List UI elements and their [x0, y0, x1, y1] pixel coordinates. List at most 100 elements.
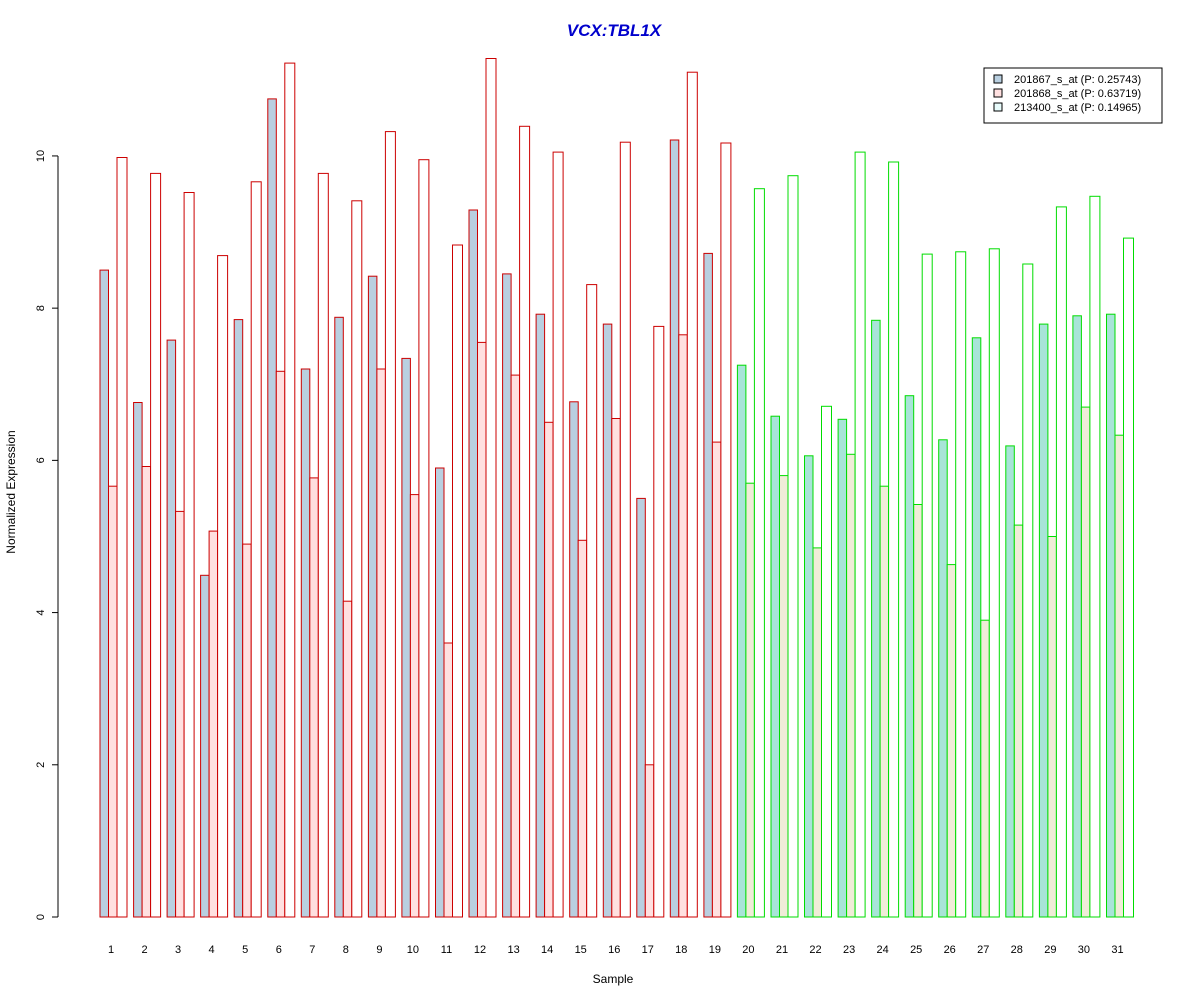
bar [577, 539, 588, 918]
bar [988, 248, 1000, 918]
bar [854, 151, 866, 918]
bars [99, 58, 1134, 918]
y-tick-label: 8 [35, 305, 47, 311]
x-tick-label: 11 [441, 944, 452, 956]
x-tick-label: 24 [876, 944, 888, 956]
bar [217, 255, 229, 918]
x-tick-label: 19 [709, 944, 721, 956]
bar [779, 475, 789, 918]
bar [334, 316, 344, 918]
chart-title: VCX:TBL1X [567, 21, 663, 40]
bar [108, 485, 118, 918]
bar [342, 600, 353, 918]
bar [619, 141, 631, 918]
bar [376, 368, 386, 918]
bar [99, 269, 109, 918]
x-tick-label: 20 [742, 944, 754, 956]
legend-box [983, 67, 1163, 124]
bar [116, 157, 128, 918]
bar [720, 142, 732, 918]
bar [711, 441, 722, 918]
bar [317, 172, 329, 918]
y-tick-label: 4 [35, 610, 47, 616]
y-tick-label: 2 [35, 762, 47, 768]
bar [477, 341, 487, 918]
legend-swatch [993, 88, 1003, 98]
bar [1038, 323, 1049, 918]
bar [1114, 434, 1124, 918]
x-tick-label: 5 [242, 944, 248, 956]
legend-swatch [993, 102, 1003, 112]
x-tick-label: 18 [675, 944, 687, 956]
bar [150, 172, 162, 918]
bar [367, 275, 378, 918]
x-tick-labels: 1 2 3 4 5 6 7 8 9 10 11 12 13 14 15 16 17 18 19 20 21 22 23 24 2… [108, 944, 1124, 956]
bar [351, 200, 363, 918]
bar [250, 181, 262, 918]
x-tick-label: 13 [507, 944, 519, 956]
x-tick-label: 9 [376, 944, 382, 956]
bar [452, 244, 463, 918]
legend: 201867_s_at (P: 0.25743) 201868_s_at (P: … [983, 67, 1163, 124]
legend-swatch [993, 74, 1003, 84]
bar [242, 543, 252, 918]
bar [879, 485, 890, 918]
x-tick-label: 17 [642, 944, 654, 956]
bar [175, 510, 185, 918]
bar [183, 192, 195, 918]
bar [686, 71, 698, 918]
bar [485, 58, 497, 918]
bar [133, 402, 143, 918]
x-tick-label: 29 [1044, 944, 1056, 956]
bar [309, 477, 319, 918]
bar [208, 530, 219, 918]
bar [502, 273, 512, 918]
bar [636, 497, 646, 918]
bar [837, 418, 848, 918]
bar [552, 151, 564, 918]
legend-entry: 201868_s_at (P: 0.63719) [1014, 88, 1141, 100]
x-tick-label: 21 [776, 944, 788, 956]
y-tick-label: 6 [35, 457, 47, 463]
bar [519, 125, 531, 918]
x-tick-label: 28 [1011, 944, 1023, 956]
bar [1123, 237, 1134, 918]
bar [736, 364, 747, 918]
bar [678, 334, 688, 918]
bar [602, 323, 613, 918]
legend-entry: 213400_s_at (P: 0.14965) [1014, 102, 1141, 114]
bar [971, 337, 982, 918]
bar [1055, 206, 1067, 918]
bar [435, 467, 445, 918]
bar [787, 175, 799, 918]
bar [946, 564, 957, 918]
x-tick-label: 3 [175, 944, 181, 956]
x-tick-label: 15 [575, 944, 587, 956]
bar [1005, 445, 1015, 918]
x-tick-label: 12 [474, 944, 486, 956]
bar [1106, 313, 1116, 918]
bar [871, 319, 881, 918]
x-tick-label: 26 [944, 944, 956, 956]
bar [812, 547, 822, 918]
x-tick-label: 27 [977, 944, 989, 956]
bar [846, 453, 856, 918]
bar [284, 62, 296, 918]
bar [535, 313, 546, 918]
bar [753, 188, 765, 918]
x-tick-label: 22 [809, 944, 821, 956]
bar [1080, 406, 1091, 918]
bar [1013, 524, 1024, 918]
bar [468, 209, 478, 918]
y-tick-label: 0 [35, 914, 47, 920]
x-tick-label: 7 [309, 944, 315, 956]
bar [586, 284, 598, 918]
bar [409, 494, 420, 918]
bar [300, 368, 311, 918]
bar [611, 418, 621, 918]
y-axis-label: Normalized Expression [4, 430, 18, 553]
bar [1047, 536, 1057, 918]
bar [921, 253, 933, 918]
x-tick-label: 2 [142, 944, 148, 956]
